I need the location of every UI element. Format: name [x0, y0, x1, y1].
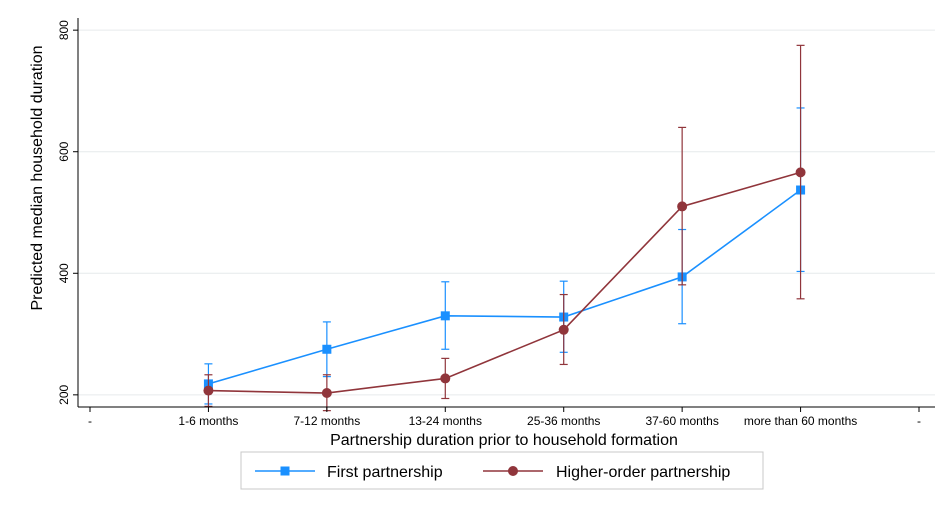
- series-line-higher-order-partnership: [208, 171, 801, 394]
- data-point-higher-order-partnership: [321, 388, 332, 399]
- series-line-first-partnership: [208, 189, 802, 385]
- data-point-first-partnership: [322, 344, 332, 354]
- x-ticks: - 1-6 months 7-12 months 13-24 months 25-36 …: [88, 407, 921, 428]
- legend-label-first-partnership: First partnership: [327, 464, 443, 481]
- y-tick-label: 800: [57, 20, 71, 40]
- y-axis-title: Predicted median household duration: [29, 45, 46, 310]
- legend-label-higher-order-partnership: Higher-order partnership: [556, 464, 730, 481]
- data-point-higher-order-partnership: [795, 167, 806, 178]
- x-tick-label: 13-24 months: [409, 414, 482, 428]
- x-tick-label: 37-60 months: [645, 414, 718, 428]
- legend-marker-first-partnership: [280, 466, 290, 476]
- x-tick-label: 25-36 months: [527, 414, 600, 428]
- data-point-higher-order-partnership: [677, 201, 688, 212]
- x-tick-label: 7-12 months: [294, 414, 361, 428]
- x-tick-label: 1-6 months: [178, 414, 238, 428]
- series-higher-order-partnership: [203, 44, 806, 412]
- data-point-higher-order-partnership: [203, 385, 214, 396]
- x-axis-title: Partnership duration prior to household …: [330, 432, 678, 449]
- axes: [77, 18, 935, 408]
- series-first-partnership: [203, 107, 806, 405]
- data-point-higher-order-partnership: [440, 373, 451, 384]
- x-tick-label: more than 60 months: [744, 414, 857, 428]
- legend-marker-higher-order-partnership: [508, 466, 518, 476]
- y-ticks: 200 400 600 800: [57, 20, 78, 405]
- x-tick-label: -: [917, 414, 921, 428]
- y-tick-label: 400: [57, 263, 71, 283]
- y-tick-label: 200: [57, 385, 71, 405]
- data-point-higher-order-partnership: [558, 324, 569, 335]
- legend-box: [240, 451, 764, 490]
- legend: First partnership Higher-order partnersh…: [240, 451, 764, 490]
- gridlines: [78, 29, 935, 396]
- y-tick-label: 600: [57, 141, 71, 161]
- series-layer: [203, 44, 806, 412]
- x-tick-label: -: [88, 414, 92, 428]
- data-point-first-partnership: [440, 311, 450, 321]
